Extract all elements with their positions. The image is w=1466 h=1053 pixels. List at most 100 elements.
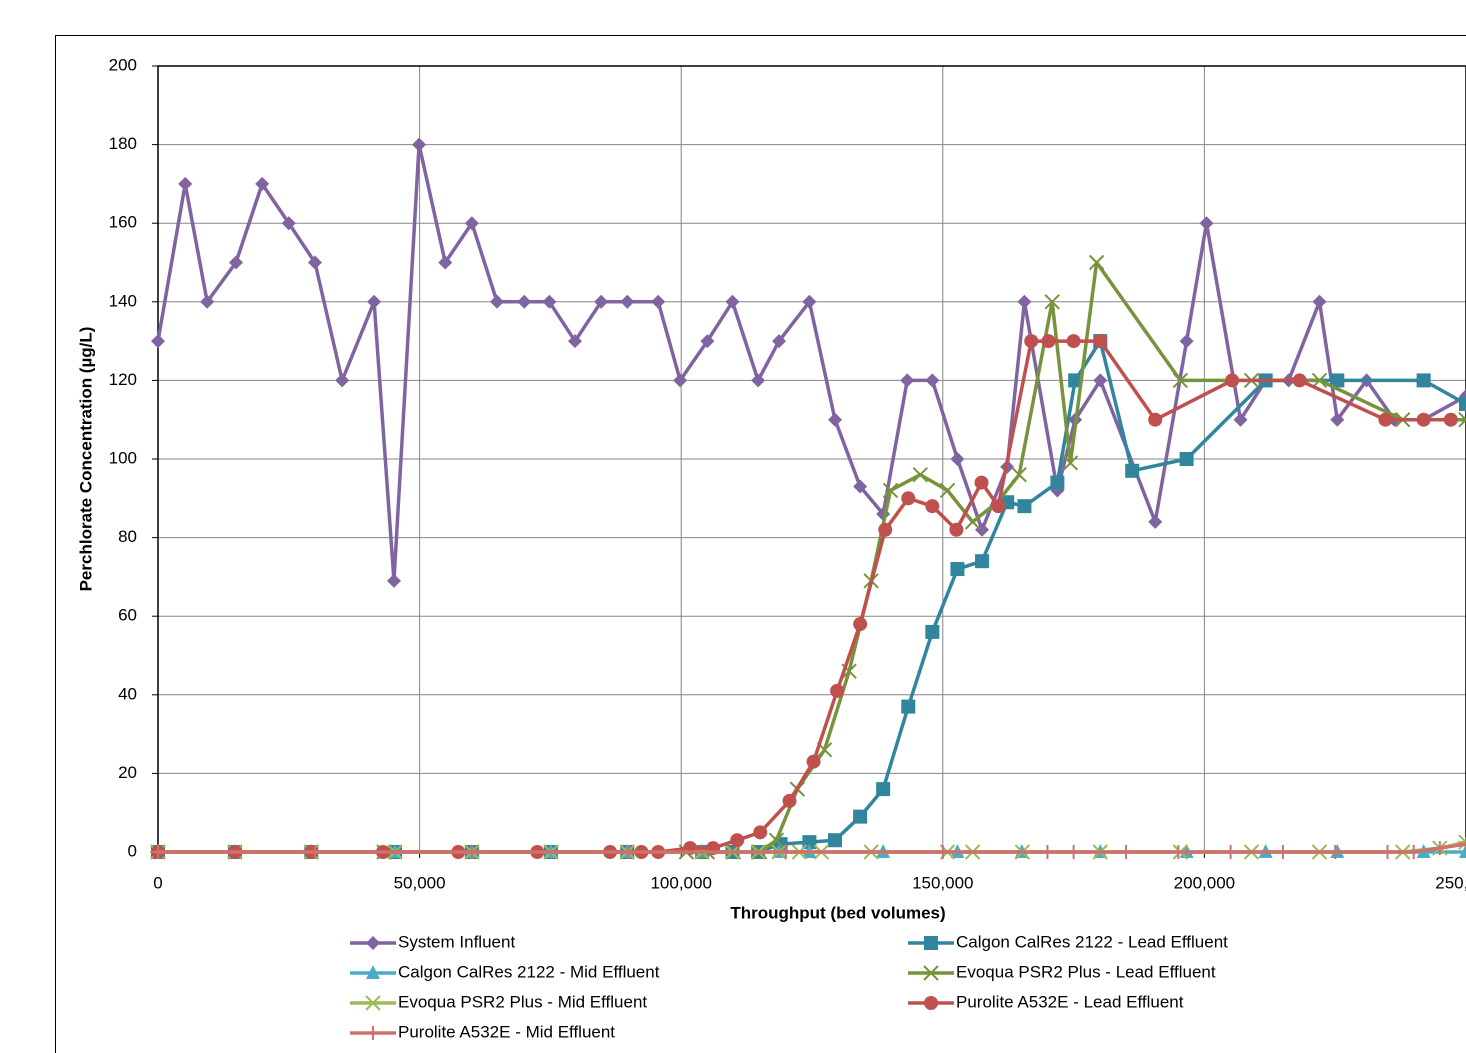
marker xyxy=(255,176,270,191)
x-tick-label: 50,000 xyxy=(394,873,446,892)
marker xyxy=(1312,294,1327,309)
marker xyxy=(939,482,956,499)
marker xyxy=(1378,412,1393,427)
marker xyxy=(1088,254,1105,271)
marker xyxy=(900,373,915,388)
marker xyxy=(950,562,965,577)
marker xyxy=(567,334,582,349)
marker xyxy=(1459,396,1466,411)
x-tick-label: 250,000 xyxy=(1435,873,1466,892)
marker xyxy=(1093,334,1108,349)
marker xyxy=(1406,845,1421,859)
marker xyxy=(1179,334,1194,349)
marker xyxy=(949,522,964,537)
y-tick-label: 60 xyxy=(118,606,137,625)
series xyxy=(151,837,1466,859)
marker xyxy=(975,554,990,569)
marker xyxy=(1459,837,1466,852)
marker xyxy=(1179,452,1194,466)
y-tick-label: 140 xyxy=(109,291,137,310)
marker xyxy=(178,176,193,191)
marker xyxy=(594,294,609,309)
legend-marker xyxy=(366,936,380,950)
marker xyxy=(490,294,505,309)
marker xyxy=(335,373,350,388)
marker xyxy=(878,522,893,537)
marker xyxy=(830,683,845,698)
marker xyxy=(1223,845,1238,859)
marker xyxy=(778,845,793,859)
legend-marker xyxy=(924,996,938,1010)
marker xyxy=(621,845,636,859)
marker xyxy=(1062,455,1079,471)
marker xyxy=(935,845,950,859)
marker xyxy=(853,617,868,632)
marker xyxy=(1328,845,1343,859)
marker xyxy=(151,334,165,349)
x-tick-label: 0 xyxy=(153,873,162,892)
marker xyxy=(1233,412,1248,427)
marker xyxy=(464,845,479,859)
marker xyxy=(1199,216,1214,231)
legend-marker xyxy=(366,1026,380,1040)
marker xyxy=(1458,834,1466,850)
marker xyxy=(1311,372,1328,389)
marker xyxy=(925,499,940,514)
marker xyxy=(1066,334,1081,349)
marker xyxy=(307,845,322,859)
marker xyxy=(1148,412,1163,427)
marker xyxy=(412,137,427,152)
marker xyxy=(386,573,401,588)
marker xyxy=(1292,373,1307,388)
marker xyxy=(673,373,688,388)
x-axis-title: Throughput (bed volumes) xyxy=(730,903,945,922)
marker xyxy=(1118,845,1133,859)
marker xyxy=(1050,475,1065,490)
marker xyxy=(876,782,891,797)
marker xyxy=(1017,499,1032,514)
marker xyxy=(1432,841,1447,856)
marker xyxy=(925,373,940,388)
marker xyxy=(925,624,940,639)
marker xyxy=(753,825,768,840)
marker xyxy=(912,467,929,483)
y-tick-label: 120 xyxy=(109,370,137,389)
legend-label: Evoqua PSR2 Plus - Lead Effluent xyxy=(956,962,1216,981)
series-line xyxy=(156,142,1466,583)
chart-frame xyxy=(55,35,1466,1053)
marker xyxy=(1330,373,1345,388)
marker xyxy=(828,833,843,848)
marker xyxy=(901,491,916,506)
marker xyxy=(1024,334,1039,349)
legend-marker xyxy=(366,965,380,979)
marker xyxy=(1040,845,1055,859)
marker xyxy=(876,507,891,522)
marker xyxy=(853,479,868,494)
marker xyxy=(151,845,165,859)
marker xyxy=(1093,373,1108,388)
marker xyxy=(1125,463,1140,478)
marker xyxy=(806,754,821,769)
marker xyxy=(730,833,745,848)
marker xyxy=(974,475,989,490)
legend-label: Calgon CalRes 2122 - Mid Effluent xyxy=(398,962,660,981)
marker xyxy=(1443,412,1458,427)
marker xyxy=(1017,294,1032,309)
marker xyxy=(1458,411,1466,428)
marker xyxy=(901,699,916,714)
legend-label: System Influent xyxy=(398,932,515,951)
y-tick-label: 80 xyxy=(118,527,137,546)
marker xyxy=(464,216,479,231)
marker xyxy=(700,334,715,349)
marker xyxy=(1044,294,1060,310)
marker xyxy=(802,294,817,309)
x-tick-label: 200,000 xyxy=(1174,873,1235,892)
y-tick-label: 160 xyxy=(109,213,137,232)
y-tick-label: 20 xyxy=(118,763,137,782)
marker xyxy=(517,294,532,309)
marker xyxy=(1416,373,1431,388)
marker xyxy=(651,294,666,309)
marker xyxy=(772,334,787,349)
marker xyxy=(1459,844,1466,858)
